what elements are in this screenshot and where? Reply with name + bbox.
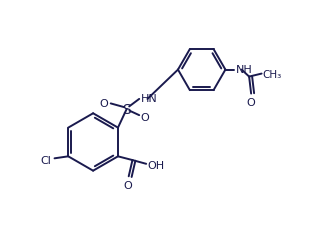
Text: S: S xyxy=(122,102,131,117)
Text: O: O xyxy=(100,98,109,108)
Text: CH₃: CH₃ xyxy=(263,69,282,79)
Text: HN: HN xyxy=(141,94,158,104)
Text: OH: OH xyxy=(147,160,164,170)
Text: O: O xyxy=(246,98,255,108)
Text: NH: NH xyxy=(236,65,252,75)
Text: O: O xyxy=(123,180,132,190)
Text: Cl: Cl xyxy=(41,155,51,165)
Text: O: O xyxy=(141,113,150,123)
